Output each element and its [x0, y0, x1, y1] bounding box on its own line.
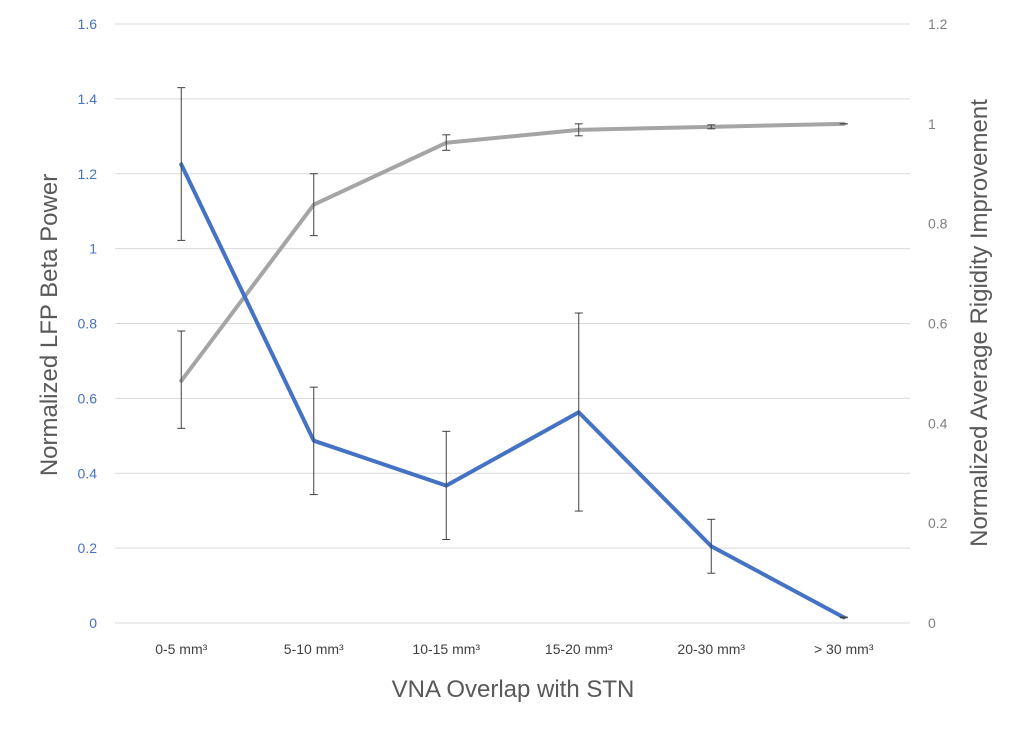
error-bar: [309, 386, 318, 496]
error-bars: [177, 87, 848, 619]
left-tick-label: 0.2: [78, 540, 98, 556]
left-tick-label: 0: [89, 615, 97, 631]
x-axis-title: VNA Overlap with STN: [392, 676, 635, 703]
series-line-lfp-beta-power: [179, 162, 846, 620]
right-tick-label: 1.2: [928, 16, 948, 32]
left-tick-label: 1: [89, 241, 97, 257]
x-category-label: 15-20 mm³: [545, 641, 613, 657]
left-axis-ticks: 0 0.2 0.4 0.6 0.8 1 1.2 1.4 1.6: [78, 16, 98, 631]
error-bar: [442, 430, 451, 541]
left-tick-label: 1.4: [78, 91, 98, 107]
y-axis-title: Normalized LFP Beta Power: [36, 174, 63, 476]
series-line-rigidity-improvement: [179, 121, 846, 383]
error-bar: [177, 330, 186, 429]
error-bar: [574, 312, 583, 512]
error-bar: [177, 87, 186, 241]
left-tick-label: 1.2: [78, 166, 98, 182]
error-bar: [707, 124, 716, 130]
right-tick-label: 0.8: [928, 216, 948, 232]
x-category-label: > 30 mm³: [814, 641, 874, 657]
right-tick-label: 0.4: [928, 415, 948, 431]
x-category-label: 5-10 mm³: [284, 641, 344, 657]
x-category-label: 20-30 mm³: [677, 641, 745, 657]
right-tick-label: 0.6: [928, 316, 948, 332]
x-category-label: 10-15 mm³: [412, 641, 480, 657]
error-bar: [707, 518, 716, 574]
error-bar: [574, 123, 583, 137]
y2-axis-title: Normalized Average Rigidity Improvement: [966, 99, 993, 547]
error-bar: [309, 173, 318, 237]
left-tick-label: 0.6: [78, 390, 98, 406]
x-axis-categories: 0-5 mm³ 5-10 mm³ 10-15 mm³ 15-20 mm³ 20-30 m…: [155, 641, 874, 657]
error-bar: [839, 616, 848, 619]
left-tick-label: 1.6: [78, 16, 98, 32]
series-lines: [179, 121, 846, 620]
x-category-label: 0-5 mm³: [155, 641, 207, 657]
right-tick-label: 0.2: [928, 515, 948, 531]
left-tick-label: 0.8: [78, 316, 98, 332]
left-tick-label: 0.4: [78, 465, 98, 481]
right-tick-label: 0: [928, 615, 936, 631]
gridlines: [115, 23, 910, 624]
error-bar: [442, 134, 451, 151]
right-tick-label: 1: [928, 116, 936, 132]
right-axis-ticks: 0 0.2 0.4 0.6 0.8 1 1.2: [928, 16, 948, 631]
